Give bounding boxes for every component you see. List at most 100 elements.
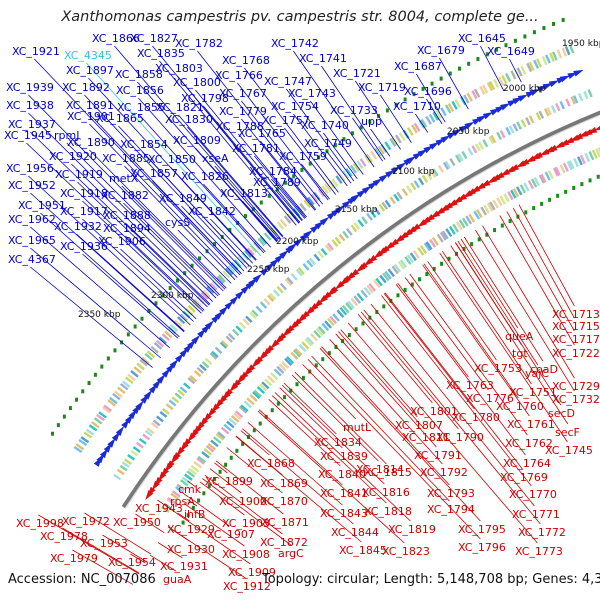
feature-glyph [549,52,555,62]
feature-glyph [193,370,202,378]
gene-label: XC_1729 [552,380,600,393]
feature-glyph [287,242,298,252]
feature-glyph [538,110,545,119]
label-leader-lines [26,45,575,585]
feature-glyph [252,391,261,400]
leader-line [395,283,526,456]
gene-label: XC_1645 [458,32,506,45]
feature-glyph [124,458,132,465]
tick-dot-1-44 [462,246,466,251]
gene-label: XC_1771 [512,508,560,521]
feature-glyph [176,316,186,325]
gene-label: XC_1882 [101,189,149,202]
leader-line [370,303,535,507]
feature-glyph [547,170,554,180]
feature-glyph [188,467,197,476]
tick-dot-0-37 [317,155,321,160]
feature-glyph [458,219,466,229]
leader-line [284,127,337,195]
tick-dot-1-35 [396,293,400,298]
feature-glyph [417,247,425,256]
feature-rings [50,17,600,525]
gene-label: XC_4345 [64,49,112,62]
tick-dot-0-2 [62,414,66,419]
feature-glyph [556,49,563,59]
leader-line [82,253,179,339]
leader-line [321,65,386,160]
feature-glyph [302,263,310,271]
feature-glyph [535,112,542,121]
gene-label: XC_1807 [395,419,443,432]
feature-glyph [169,359,179,369]
feature-glyph [432,111,440,121]
feature-glyph [317,326,326,335]
leader-line [416,73,446,123]
gene-label: XC_1962 [8,213,56,226]
tick-dot-1-29 [354,327,358,332]
feature-glyph [334,236,342,245]
tick-dot-0-46 [394,102,398,107]
tick-dot-1-36 [403,287,407,292]
feature-glyph [91,421,100,429]
feature-glyph [406,254,414,264]
feature-glyph [342,170,350,180]
leader-line [28,175,191,326]
leader-line [241,118,316,211]
leader-line [293,50,375,168]
feature-glyph [113,473,122,481]
leader-line [301,163,330,200]
leader-line [384,292,523,470]
feature-glyph [279,250,289,259]
gene-label: XC_1818 [364,505,412,518]
feature-glyph [199,364,207,372]
tick-dot-1-57 [564,189,568,194]
feature-glyph [144,429,153,437]
leader-line [283,382,337,435]
feature-glyph [467,147,474,156]
feature-glyph [379,274,387,284]
leader-line [311,355,450,502]
leader-line [89,123,238,278]
feature-glyph [482,111,494,120]
gene-label: XC_1870 [260,495,308,508]
leader-line [380,94,412,143]
tick-dot-0-13 [133,324,137,329]
feature-glyph [565,98,571,107]
tick-dot-1-37 [410,282,414,287]
feature-glyph [396,162,407,171]
feature-glyph [584,152,591,163]
gene-label: XC_1835 [137,47,185,60]
feature-glyph [361,216,368,225]
feature-glyph [179,313,188,322]
gene-label: XC_1856 [116,84,164,97]
gene-label: XC_1871 [261,516,309,529]
leader-line [426,98,443,125]
map-title: Xanthomonas campestris pv. campestris st… [61,9,539,25]
feature-glyph [349,164,357,174]
gene-label: XC_1901 [67,110,115,123]
feature-glyph [331,178,339,187]
leader-line [121,185,226,290]
feature-glyph [269,292,277,301]
feature-glyph [406,127,414,136]
leader-line [30,266,153,368]
tick-dot-1-33 [382,304,386,309]
leader-line [480,45,505,91]
feature-glyph [558,139,570,147]
gene-label: argC [278,547,304,560]
feature-glyph [107,399,116,407]
leader-line [204,474,283,535]
leader-line [307,359,481,540]
leader-line [84,512,152,555]
gene-label: XC_1795 [458,523,506,536]
feature-glyph [276,221,285,230]
feature-glyph [233,412,242,421]
gene-label: XC_1803 [155,62,203,75]
gene-label: XC_1762 [505,437,553,450]
feature-glyph [80,436,90,444]
feature-glyph [238,321,247,330]
feature-glyph [138,437,147,445]
feature-glyph [507,191,514,201]
feature-glyph [132,446,141,453]
